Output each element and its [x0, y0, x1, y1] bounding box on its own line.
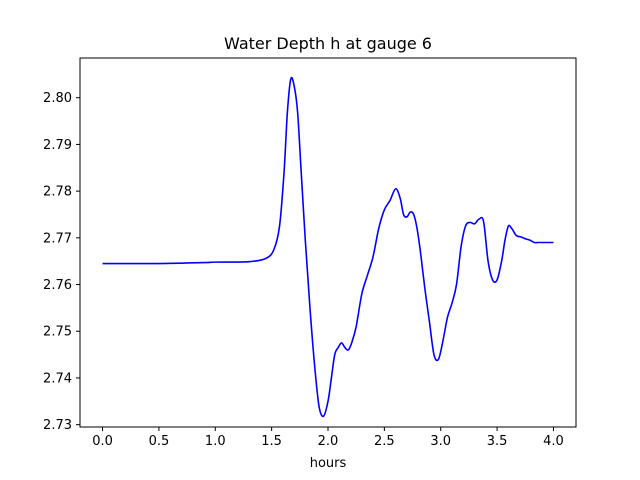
y-tick-label: 2.78	[43, 185, 72, 200]
x-tick-label: 4.0	[543, 434, 564, 449]
plot-frame	[79, 57, 577, 428]
x-tick-label: 0.5	[149, 434, 170, 449]
x-axis: 0.0 0.5 1.0 1.5 2.0 2.5 3.0 3.5 4.0	[92, 427, 564, 449]
y-tick-label: 2.73	[43, 418, 72, 433]
y-tick-label: 2.77	[43, 231, 72, 246]
y-tick-label: 2.80	[43, 91, 72, 106]
x-axis-label: hours	[310, 456, 347, 471]
x-tick-label: 1.5	[261, 434, 282, 449]
chart-title: Water Depth h at gauge 6	[224, 34, 432, 53]
x-tick-label: 0.0	[92, 434, 113, 449]
y-tick-label: 2.75	[43, 325, 72, 340]
y-tick-label: 2.79	[43, 138, 72, 153]
y-axis: 2.73 2.74 2.75 2.76 2.77 2.78 2.79 2.80	[43, 91, 80, 433]
y-tick-label: 2.76	[43, 278, 72, 293]
y-tick-label: 2.74	[43, 371, 72, 386]
x-tick-label: 3.5	[487, 434, 508, 449]
x-tick-label: 2.5	[374, 434, 395, 449]
x-tick-label: 1.0	[205, 434, 226, 449]
x-tick-label: 3.0	[430, 434, 451, 449]
series-line	[102, 76, 554, 418]
x-tick-label: 2.0	[318, 434, 339, 449]
